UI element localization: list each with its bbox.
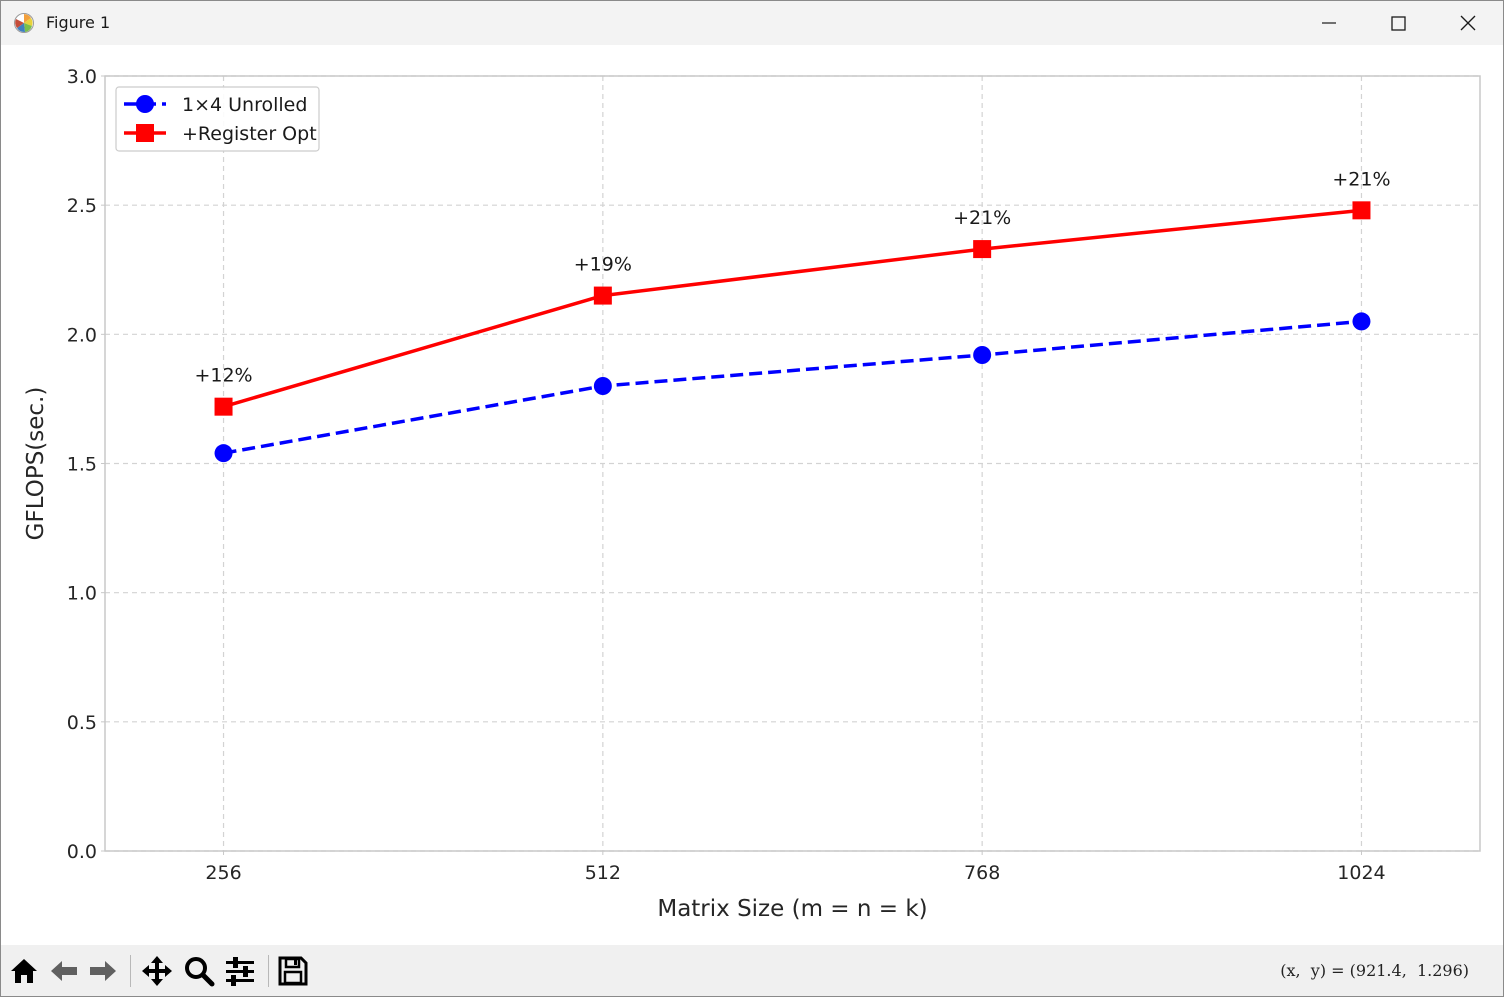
data-point-series-1[interactable]	[1352, 312, 1371, 331]
y-tick-label: 1.0	[67, 583, 97, 605]
legend-marker-2	[136, 124, 154, 142]
window-title: Figure 1	[46, 13, 111, 32]
legend-marker-1	[136, 95, 154, 113]
x-tick-label: 512	[585, 862, 621, 884]
data-point-series-2[interactable]	[973, 240, 992, 259]
data-point-series-2[interactable]	[1352, 201, 1371, 220]
y-tick-label: 3.0	[67, 66, 97, 88]
annotation-label: +19%	[574, 254, 632, 276]
toolbar-separator	[268, 955, 269, 987]
data-point-series-2[interactable]	[593, 286, 612, 305]
legend-label-2: +Register Opt	[182, 123, 317, 145]
figure-canvas[interactable]: 256 512 768 1024 0.0 0.5 1.0 1.5 2.0 2.5 3.0 Matrix…	[1, 45, 1503, 945]
zoom-icon	[185, 957, 215, 987]
data-point-series-1[interactable]	[973, 346, 992, 364]
legend-label-1: 1×4 Unrolled	[182, 94, 307, 116]
save-button[interactable]	[275, 953, 311, 989]
x-tick-label: 256	[205, 862, 241, 884]
series-line-1	[223, 319, 1362, 455]
title-bar[interactable]: Figure 1	[1, 1, 1503, 45]
annotation-label: +21%	[953, 207, 1011, 229]
minimize-icon	[1322, 22, 1336, 24]
y-tick-label: 2.0	[67, 324, 97, 346]
pan-button[interactable]	[139, 953, 175, 989]
close-button[interactable]	[1434, 1, 1502, 45]
toolbar-separator	[130, 955, 131, 987]
x-tick-label: 1024	[1337, 862, 1385, 884]
annotation-label: +21%	[1332, 168, 1390, 190]
save-icon	[278, 956, 308, 986]
cursor-coordinates: (x, y) = (921.4, 1.296)	[1280, 961, 1469, 980]
home-icon	[11, 959, 37, 983]
matplotlib-icon	[13, 12, 35, 34]
zoom-button[interactable]	[181, 953, 217, 989]
data-point-series-1[interactable]	[214, 444, 233, 463]
home-button[interactable]	[6, 953, 42, 989]
line-chart[interactable]: 256 512 768 1024 0.0 0.5 1.0 1.5 2.0 2.5 3.0 Matrix…	[1, 45, 1503, 945]
forward-button[interactable]	[85, 953, 121, 989]
configure-subplots-icon	[226, 957, 254, 986]
forward-arrow-icon	[90, 961, 116, 981]
y-axis-label: GFLOPS(sec.)	[23, 387, 49, 541]
maximize-button[interactable]	[1364, 1, 1432, 45]
y-tick-label: 0.0	[67, 841, 97, 863]
y-tick-label: 2.5	[67, 195, 97, 217]
maximize-icon	[1391, 16, 1406, 31]
navigation-toolbar: (x, y) = (921.4, 1.296)	[1, 945, 1503, 996]
x-axis-label: Matrix Size (m = n = k)	[657, 896, 927, 922]
y-tick-label: 0.5	[67, 712, 97, 734]
series-line-2	[223, 208, 1362, 409]
pan-icon	[142, 956, 172, 986]
data-point-series-1[interactable]	[593, 377, 612, 395]
annotation-label: +12%	[194, 365, 252, 387]
y-tick-label: 1.5	[67, 454, 97, 476]
back-arrow-icon	[51, 961, 77, 981]
data-point-series-2[interactable]	[214, 397, 233, 416]
close-icon	[1460, 15, 1476, 31]
legend-box	[115, 86, 320, 152]
minimize-button[interactable]	[1295, 1, 1363, 45]
configure-subplots-button[interactable]	[222, 953, 258, 989]
back-button[interactable]	[46, 953, 82, 989]
x-tick-label: 768	[964, 862, 1000, 884]
